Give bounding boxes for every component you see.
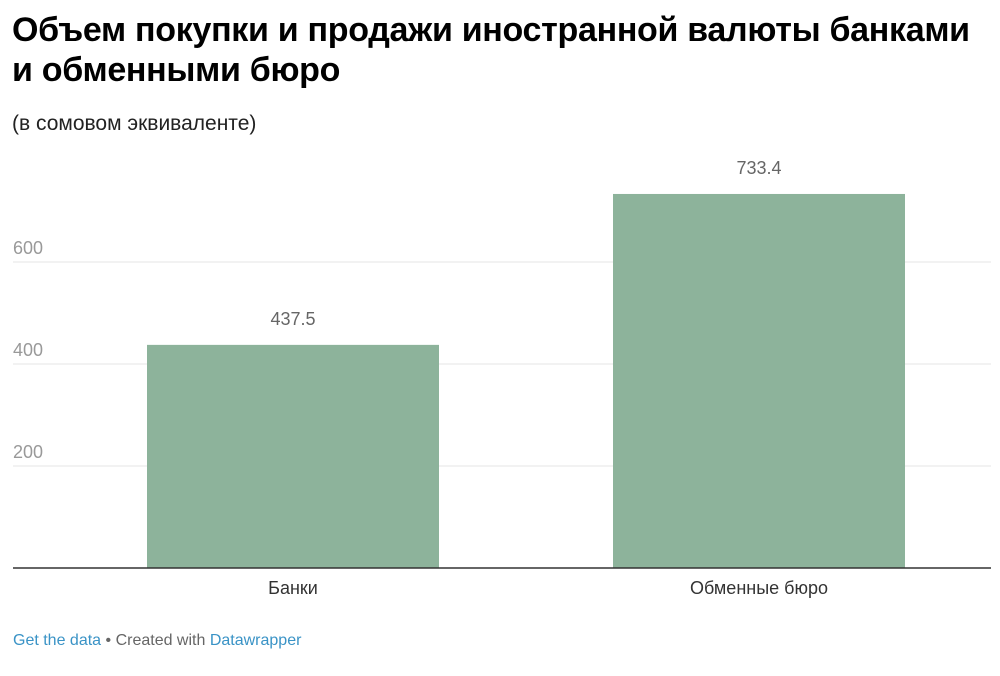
value-label: 437.5 <box>270 309 315 329</box>
x-tick-label: Банки <box>268 578 318 598</box>
x-tick-label: Обменные бюро <box>690 578 828 598</box>
chart-footer: Get the data • Created with Datawrapper <box>13 630 301 652</box>
bar <box>613 193 905 568</box>
chart-title: Объем покупки и продажи иностранной валю… <box>12 11 970 89</box>
y-tick-label: 200 <box>13 442 43 462</box>
value-label: 733.4 <box>736 158 781 178</box>
datawrapper-link[interactable]: Datawrapper <box>209 632 302 649</box>
footer-separator: • <box>101 632 116 649</box>
footer-created-with: Created with <box>115 632 210 649</box>
y-tick-label: 600 <box>13 238 43 258</box>
y-tick-label: 400 <box>13 340 43 360</box>
bar <box>147 344 439 568</box>
chart-subtitle: (в сомовом эквиваленте) <box>12 112 257 135</box>
get-the-data-link[interactable]: Get the data <box>13 632 102 649</box>
